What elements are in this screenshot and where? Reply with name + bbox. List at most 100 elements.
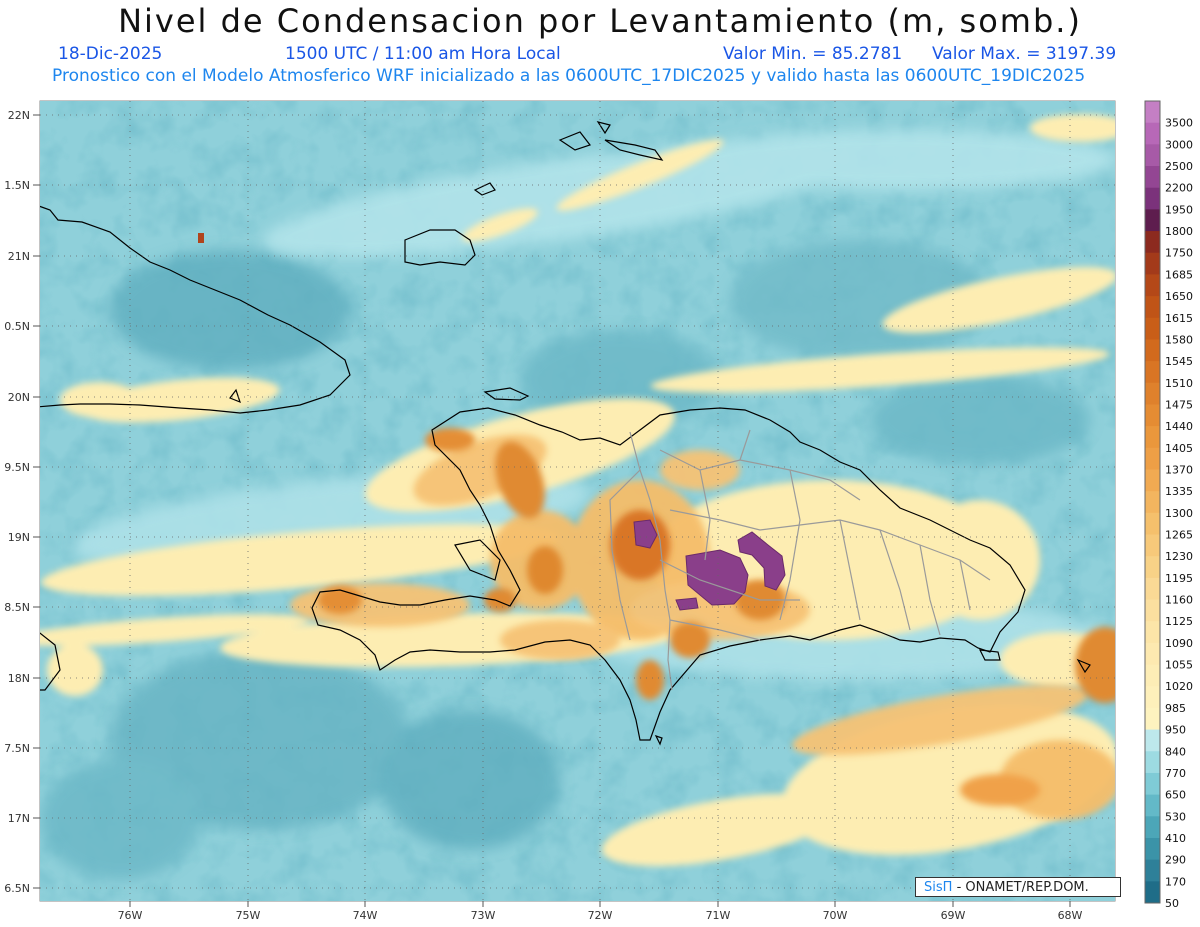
lat-axis: 22N 1.5N 21N 0.5N 20N 9.5N 19N 8.5N 18N … [4,109,30,895]
colorbar: 3500 3000 2500 2200 1950 1800 1750 1685 1650 1615… [1144,100,1193,910]
colorbar-label: 1800 [1165,225,1193,238]
colorbar-label: 1615 [1165,312,1193,325]
colorbar-label: 1020 [1165,680,1193,693]
colorbar-label: 1195 [1165,572,1193,585]
colorbar-label: 1510 [1165,377,1193,390]
lat-tick-label: 22N [8,109,30,122]
forecast-info-line: Pronostico con el Modelo Atmosferico WRF… [52,66,1086,86]
sispi-logo: SisΠ [924,880,953,895]
gridlines [40,101,1115,901]
colorbar-swatch [1145,491,1160,514]
shaded-field [40,101,1115,901]
lon-tick-label: 75W [236,909,261,922]
colorbar-swatch [1145,556,1160,579]
colorbar-label: 985 [1165,702,1186,715]
colorbar-swatch [1145,404,1160,427]
colorbar-label: 1440 [1165,420,1193,433]
colorbar-swatch [1145,599,1160,622]
colorbar-label: 1685 [1165,268,1193,281]
max-value-label: Valor Max. = 3197.39 [932,44,1117,64]
colorbar-outline [1144,100,1161,904]
colorbar-label: 1580 [1165,333,1193,346]
colorbar-label: 50 [1165,897,1179,910]
colorbar-swatch [1145,686,1160,709]
lon-tick-label: 71W [706,909,731,922]
colorbar-swatch [1145,144,1160,167]
colorbar-label: 840 [1165,745,1186,758]
lat-tick-label: 20N [8,391,30,404]
lon-tick-label: 74W [353,909,378,922]
colorbar-label: 290 [1165,854,1186,867]
coastlines [40,121,1091,746]
map-title: Nivel de Condensacion por Levantamiento … [118,2,1082,40]
lon-tick-label: 76W [118,909,143,922]
lat-tick-label: 6.5N [4,882,30,895]
colorbar-label: 650 [1165,789,1186,802]
colorbar-label: 1160 [1165,594,1193,607]
colorbar-label: 1475 [1165,398,1193,411]
colorbar-swatch [1145,209,1160,232]
lat-tick-label: 21N [8,250,30,263]
colorbar-swatch [1145,751,1160,774]
colorbar-label: 2200 [1165,182,1193,195]
lat-tick-label: 8.5N [4,601,30,614]
time-label: 1500 UTC / 11:00 am Hora Local [285,44,561,64]
colorbar-swatch [1145,382,1160,405]
lat-tick-label: 18N [8,672,30,685]
colorbar-label: 770 [1165,767,1186,780]
colorbar-swatch [1145,339,1160,362]
colorbar-swatch [1145,512,1160,536]
colorbar-swatch [1145,794,1160,817]
colorbar-swatch [1145,642,1160,666]
colorbar-swatch [1145,707,1160,731]
lat-tick-label: 9.5N [4,461,30,474]
colorbar-swatch [1145,881,1160,904]
colorbar-swatch [1145,772,1160,796]
colorbar-label: 1750 [1165,247,1193,260]
colorbar-swatch [1145,447,1160,470]
colorbar-swatch [1145,816,1160,839]
colorbar-label: 1335 [1165,485,1193,498]
colorbar-label: 1265 [1165,529,1193,542]
colorbar-swatch [1145,274,1160,297]
lat-tick-label: 7.5N [4,742,30,755]
colorbar-swatch [1145,469,1160,492]
colorbar-swatch [1145,621,1160,644]
colorbar-label: 1650 [1165,290,1193,303]
colorbar-swatch [1145,101,1160,124]
colorbar-label: 1125 [1165,615,1193,628]
colorbar-swatch [1145,426,1160,449]
lat-tick-label: 0.5N [4,320,30,333]
lat-tick-label: 19N [8,531,30,544]
lat-tick-label: 1.5N [4,179,30,192]
colorbar-label: 530 [1165,810,1186,823]
colorbar-label: 410 [1165,832,1186,845]
colorbar-swatch [1145,122,1160,145]
colorbar-label: 1405 [1165,442,1193,455]
colorbar-swatch [1145,252,1160,275]
lon-axis: 76W 75W 74W 73W 72W 71W 70W 69W 68W [118,909,1083,922]
credit-box: SisΠ - ONAMET/REP.DOM. [915,877,1121,897]
lon-tick-label: 72W [588,909,613,922]
colorbar-swatch [1145,361,1160,384]
colorbar-label: 1370 [1165,463,1193,476]
colorbar-swatch [1145,317,1160,340]
colorbar-label: 170 [1165,875,1186,888]
colorbar-label: 1230 [1165,550,1193,563]
lon-tick-label: 68W [1058,909,1083,922]
colorbar-label: 1090 [1165,637,1193,650]
province-borders [609,429,991,691]
colorbar-label: 3000 [1165,138,1193,151]
colorbar-label: 1055 [1165,659,1193,672]
credit-text: - ONAMET/REP.DOM. [956,880,1089,895]
colorbar-swatch [1145,859,1160,882]
colorbar-swatch [1145,577,1160,601]
colorbar-label: 950 [1165,724,1186,737]
colorbar-swatch [1145,664,1160,687]
lon-tick-label: 70W [823,909,848,922]
colorbar-swatch [1145,187,1160,210]
date-label: 18-Dic-2025 [58,44,163,64]
colorbar-label: 3500 [1165,117,1193,130]
lat-tick-label: 17N [8,812,30,825]
min-value-label: Valor Min. = 85.2781 [723,44,903,64]
